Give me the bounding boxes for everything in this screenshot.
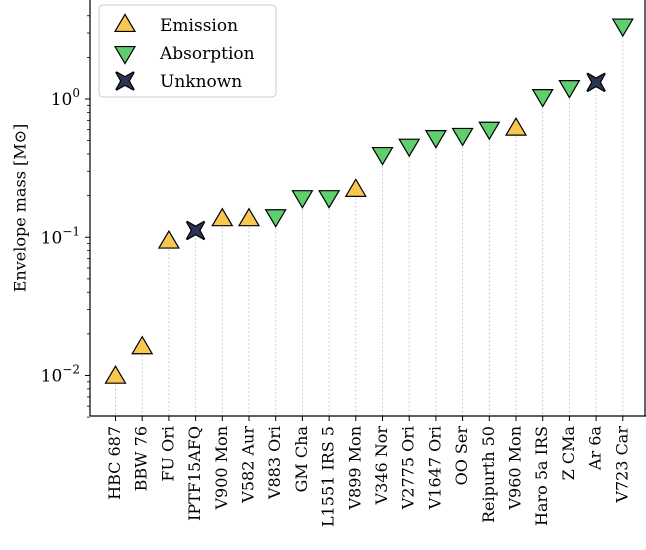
y-axis-label: Envelope mass [M⊙] xyxy=(11,124,30,293)
marker-emission-1 xyxy=(131,335,154,355)
x-tick-label-8: L1551 IRS 5 xyxy=(319,426,338,527)
legend-label-unknown: Unknown xyxy=(160,72,242,92)
x-tick-label-18: Ar 6a xyxy=(586,426,605,471)
legend-frame xyxy=(98,4,277,98)
x-ticks: HBC 687 BBW 76 FU Ori IPTF15AFQ V900 Mon V582… xyxy=(105,416,631,527)
legend-marker-emission xyxy=(113,13,137,33)
marker-emission-2 xyxy=(157,229,180,249)
marker-emission-15 xyxy=(504,116,528,136)
y-tick-label-1: 10−1 xyxy=(41,224,80,248)
marker-emission-4 xyxy=(211,207,234,227)
axes xyxy=(89,0,646,417)
x-tick-label-7: GM Cha xyxy=(292,426,311,493)
x-tick-label-6: V883 Ori xyxy=(265,426,284,500)
x-tick-label-10: V346 Nor xyxy=(372,426,391,506)
x-tick-label-4: V900 Mon xyxy=(212,426,231,511)
marker-unknown-3 xyxy=(185,220,206,241)
marker-absorption-11 xyxy=(398,138,421,158)
y-tick-label-0: 10−2 xyxy=(41,363,80,387)
marker-absorption-10 xyxy=(371,146,394,166)
x-tick-label-15: V960 Mon xyxy=(506,426,525,511)
x-tick-label-17: Z CMa xyxy=(559,426,578,481)
x-tick-label-12: V1647 Ori xyxy=(425,426,444,510)
marker-absorption-16 xyxy=(531,89,554,108)
x-tick-label-3: IPTF15AFQ xyxy=(185,426,204,521)
marker-emission-5 xyxy=(237,207,261,227)
x-tick-label-9: V899 Mon xyxy=(345,426,364,511)
x-tick-label-19: V723 Car xyxy=(612,426,631,504)
legend-label-absorption: Absorption xyxy=(159,44,255,64)
marker-absorption-14 xyxy=(478,121,501,141)
x-tick-label-0: HBC 687 xyxy=(105,426,124,500)
legend-marker-unknown xyxy=(115,71,135,91)
x-tick-label-11: V2775 Ori xyxy=(399,426,418,510)
x-tick-label-13: OO Ser xyxy=(452,426,471,486)
legend-marker-absorption xyxy=(113,45,137,65)
y-tick-label-2: 100 xyxy=(51,86,80,110)
marker-absorption-6 xyxy=(264,209,287,228)
legend: Emission Absorption Unknown xyxy=(98,4,277,98)
marker-absorption-13 xyxy=(451,127,474,147)
y-ticks: 10−2 10−1 100 xyxy=(41,15,90,418)
marker-absorption-7 xyxy=(291,190,314,209)
marker-emission-0 xyxy=(104,364,127,384)
marker-absorption-8 xyxy=(318,190,341,209)
legend-label-emission: Emission xyxy=(160,16,238,36)
marker-absorption-17 xyxy=(558,80,581,99)
guide-lines xyxy=(115,25,624,416)
x-tick-label-14: Reipurth 50 xyxy=(479,426,498,523)
marker-unknown-18 xyxy=(586,72,606,93)
x-tick-label-5: V582 Aur xyxy=(239,426,258,504)
x-tick-label-16: Haro 5a IRS xyxy=(532,426,551,526)
data-markers xyxy=(104,18,634,384)
x-tick-label-1: BBW 76 xyxy=(132,426,151,491)
marker-emission-9 xyxy=(344,178,367,197)
x-tick-label-2: FU Ori xyxy=(158,426,177,482)
marker-absorption-12 xyxy=(424,130,447,149)
marker-absorption-19 xyxy=(611,18,634,38)
